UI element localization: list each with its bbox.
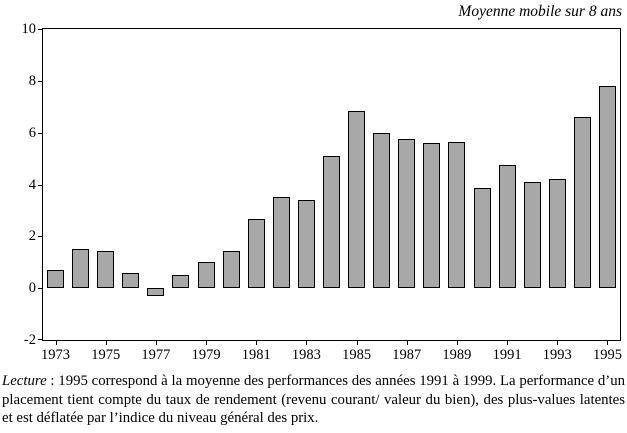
x-tick-mark [55,341,57,345]
bar-1993 [548,179,566,289]
y-tick-mark [38,185,42,186]
y-tick-mark [38,288,42,289]
y-tick-mark [38,339,42,340]
plot-area [42,28,621,341]
bar-1979 [197,262,215,289]
bar-1984 [323,155,340,289]
x-tick-mark [456,341,458,345]
bar-1983 [297,200,315,289]
bar-1976 [122,272,140,289]
bar-1992 [523,181,541,289]
bar-1982 [272,197,290,289]
bar-1988 [423,143,441,289]
bar-1974 [72,249,90,289]
y-axis-label-0: 0 [28,280,36,297]
bar-1994 [573,117,591,289]
bar-1975 [97,250,115,289]
y-tick-mark [38,81,42,82]
bar-1985 [348,110,366,289]
bar-1981 [247,219,265,289]
x-tick-mark [557,341,559,345]
x-axis-label-1979: 1979 [191,347,221,363]
y-axis-label--2: -2 [23,332,36,348]
x-tick-mark [406,341,408,345]
y-axis-label-8: 8 [28,72,36,89]
x-axis-label-1981: 1981 [241,347,271,363]
x-axis-label-1993: 1993 [542,347,572,363]
x-axis-label-1987: 1987 [392,347,422,363]
x-tick-mark [155,341,157,345]
x-axis-label-1991: 1991 [492,347,522,363]
x-axis-label-1973: 1973 [41,347,71,363]
bar-1978 [172,275,190,289]
caption: Lecture : 1995 correspond à la moyenne d… [2,372,625,428]
y-tick-mark [38,236,42,237]
caption-lead: Lecture [2,373,47,389]
chart-title: Moyenne mobile sur 8 ans [458,3,622,20]
y-tick-mark [38,29,42,30]
x-tick-mark [507,341,509,345]
x-axis-label-1989: 1989 [442,347,472,363]
caption-text: : 1995 correspond à la moyenne des perfo… [2,373,625,427]
x-axis-label-1985: 1985 [342,347,372,363]
bar-1987 [398,139,416,289]
y-tick-mark [38,133,42,134]
x-axis-label-1995: 1995 [592,347,622,363]
x-tick-mark [306,341,308,345]
x-tick-mark [105,341,107,345]
x-tick-mark [206,341,208,345]
bar-1980 [222,250,240,289]
x-axis-label-1975: 1975 [91,347,121,363]
y-axis-label-10: 10 [21,21,37,37]
bar-1973 [47,270,65,289]
x-tick-mark [607,341,609,345]
y-axis-label-4: 4 [28,176,36,193]
x-axis-label-1983: 1983 [291,347,321,363]
y-axis-label-6: 6 [28,124,36,141]
x-tick-mark [356,341,358,345]
bar-1986 [373,132,391,289]
y-axis-label-2: 2 [28,228,36,245]
bar-1995 [598,86,616,289]
bar-1989 [448,141,466,289]
x-axis-label-1977: 1977 [141,347,171,363]
x-tick-mark [256,341,258,345]
bar-1977 [147,288,165,296]
bar-1990 [473,188,491,289]
bar-1991 [498,165,516,289]
